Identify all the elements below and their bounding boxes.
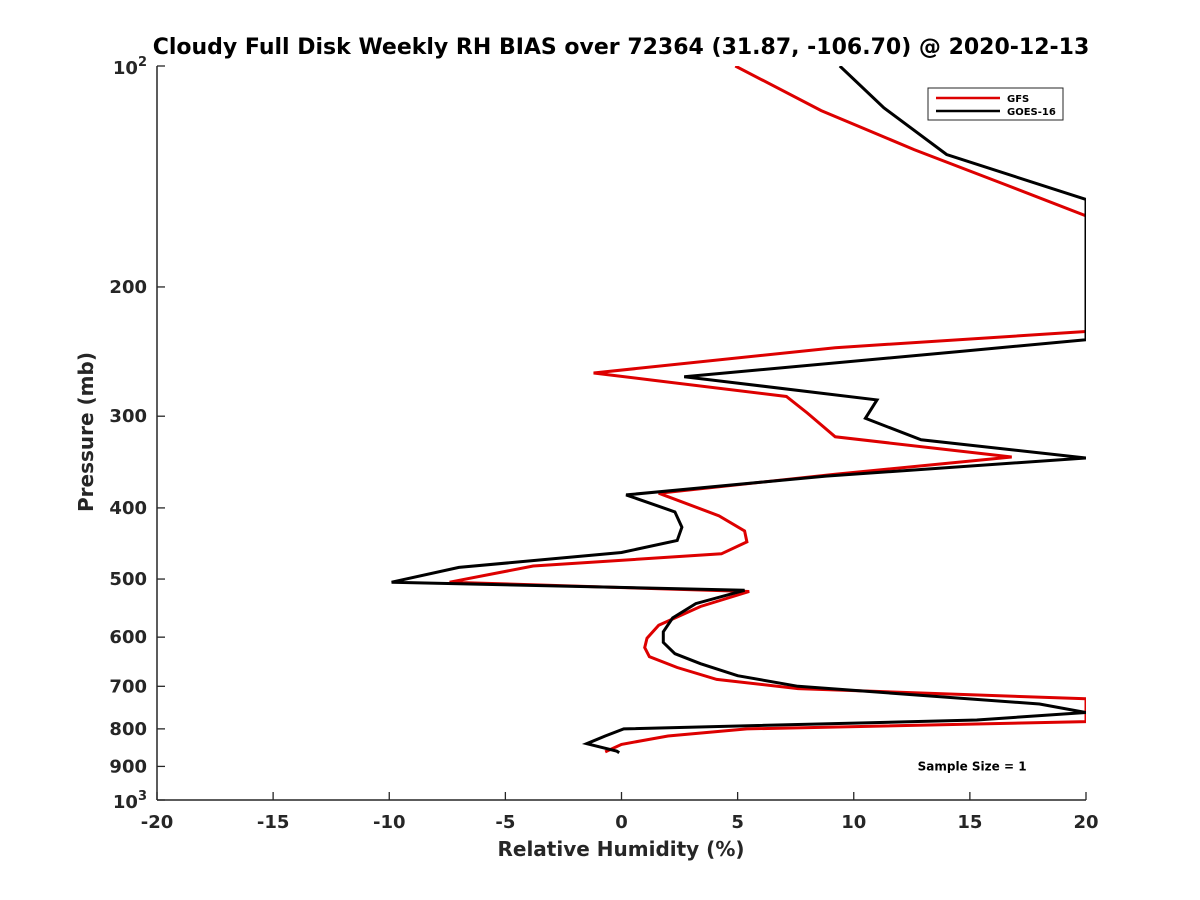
y-tick-label: 900 xyxy=(109,756,147,777)
y-tick-label: 200 xyxy=(109,277,147,298)
x-tick-label: 0 xyxy=(615,812,628,833)
annotations: Sample Size = 1 xyxy=(918,759,1027,773)
y-tick-label: 400 xyxy=(109,498,147,519)
y-axis-label: Pressure (mb) xyxy=(74,352,98,512)
x-tick-label: 20 xyxy=(1073,812,1098,833)
series-lines xyxy=(391,66,1086,754)
y-tick-label: 700 xyxy=(109,676,147,697)
legend-entry: GOES-16 xyxy=(1007,107,1056,118)
x-tick-label: 5 xyxy=(731,812,744,833)
legend: GFS GOES-16 xyxy=(927,87,1064,121)
x-tick-label: -20 xyxy=(141,812,174,833)
x-tick-label: 15 xyxy=(957,812,982,833)
y-tick-label: 300 xyxy=(109,406,147,427)
x-tick-label: -15 xyxy=(257,812,290,833)
legend-entry: GFS xyxy=(1007,94,1029,105)
plot-area xyxy=(156,66,1086,801)
sample-size-annotation: Sample Size = 1 xyxy=(918,759,1027,773)
y-axis: 102 200 300 400 500 600 700 800 900 103 xyxy=(109,55,165,813)
chart-title: Cloudy Full Disk Weekly RH BIAS over 723… xyxy=(153,35,1090,60)
x-axis-label: Relative Humidity (%) xyxy=(497,837,744,861)
y-tick-label: 600 xyxy=(109,627,147,648)
x-axis: -20 -15 -10 -5 0 5 10 15 20 xyxy=(141,792,1099,833)
y-tick-label: 103 xyxy=(113,789,147,813)
series-line-goes-16 xyxy=(391,66,1086,754)
legend-box xyxy=(927,87,1064,121)
x-tick-label: -10 xyxy=(373,812,406,833)
y-tick-label: 102 xyxy=(113,55,147,79)
y-tick-label: 500 xyxy=(109,569,147,590)
y-tick-label: 800 xyxy=(109,719,147,740)
x-tick-label: 10 xyxy=(841,812,866,833)
x-tick-label: -5 xyxy=(495,812,515,833)
